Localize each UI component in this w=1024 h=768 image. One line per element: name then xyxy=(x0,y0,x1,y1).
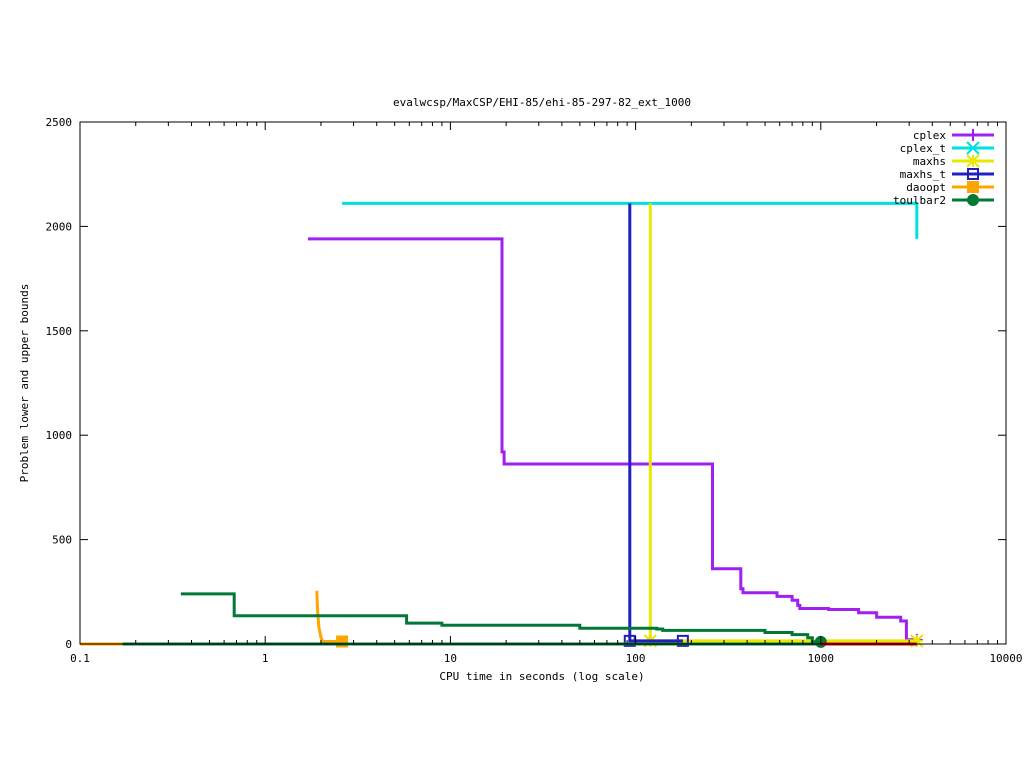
legend-marker xyxy=(967,168,979,180)
x-tick-label: 100 xyxy=(626,652,646,665)
legend-label: maxhs_t xyxy=(900,168,946,181)
legend-label: cplex xyxy=(913,129,946,142)
legend-label: daoopt xyxy=(906,181,946,194)
plot-area xyxy=(80,201,924,648)
series-line-cplex xyxy=(307,237,917,642)
series-line-maxhs xyxy=(648,203,917,643)
series-line-maxhs-t xyxy=(628,203,683,643)
y-tick-label: 2500 xyxy=(46,116,73,129)
legend-marker xyxy=(967,129,979,141)
legend-label: maxhs xyxy=(913,155,946,168)
x-axis: 0.1 1 10 100 1000 10000 xyxy=(70,122,1023,665)
y-tick-label: 500 xyxy=(52,534,72,547)
y-tick-label: 1000 xyxy=(46,429,73,442)
legend-marker xyxy=(966,141,980,155)
chart-title: evalwcsp/MaxCSP/EHI-85/ehi-85-297-82_ext… xyxy=(393,96,691,109)
x-tick-label: 10000 xyxy=(989,652,1022,665)
y-axis: 0 500 1000 1500 2000 2500 xyxy=(46,116,1006,651)
y-tick-label: 0 xyxy=(65,638,72,651)
series-marker-maxhs-t xyxy=(623,634,636,647)
x-tick-label: 10 xyxy=(444,652,457,665)
legend-marker xyxy=(967,181,979,193)
series-line-daoopt xyxy=(315,590,343,643)
series-marker-daoopt xyxy=(336,635,349,648)
y-tick-label: 1500 xyxy=(46,325,73,338)
series-line-cplex-t xyxy=(342,201,919,239)
legend-marker xyxy=(966,154,980,168)
x-tick-label: 1 xyxy=(262,652,269,665)
series-marker-maxhs-t xyxy=(676,634,689,647)
legend-label: cplex_t xyxy=(900,142,946,155)
legend-marker xyxy=(967,194,979,206)
y-axis-label: Problem lower and upper bounds xyxy=(18,284,31,483)
x-axis-label: CPU time in seconds (log scale) xyxy=(439,670,644,683)
y-tick-label: 2000 xyxy=(46,220,73,233)
x-tick-label: 0.1 xyxy=(70,652,90,665)
legend-label: toulbar2 xyxy=(893,194,946,207)
series-line-toulbar2 xyxy=(180,592,821,644)
series-marker-maxhs xyxy=(910,634,924,648)
plot-frame xyxy=(79,121,1007,645)
x-tick-label: 1000 xyxy=(808,652,835,665)
